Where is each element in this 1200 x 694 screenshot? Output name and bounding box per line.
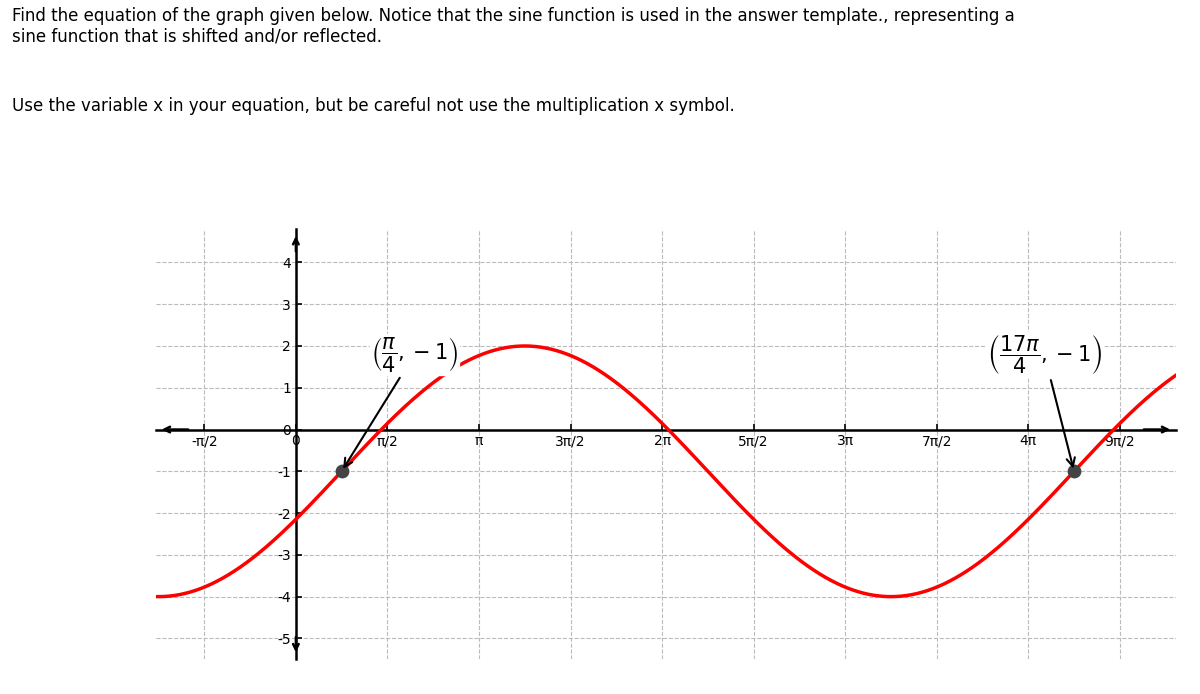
Text: Use the variable x in your equation, but be careful not use the multiplication x: Use the variable x in your equation, but… [12, 97, 734, 115]
Text: $\left(\dfrac{17\pi}{4}, -1\right)$: $\left(\dfrac{17\pi}{4}, -1\right)$ [986, 333, 1102, 466]
Point [1064, 466, 1084, 477]
Point [332, 466, 352, 477]
Text: $\left(\dfrac{\pi}{4}, -1\right)$: $\left(\dfrac{\pi}{4}, -1\right)$ [344, 335, 458, 467]
Text: Find the equation of the graph given below. Notice that the sine function is use: Find the equation of the graph given bel… [12, 7, 1015, 46]
